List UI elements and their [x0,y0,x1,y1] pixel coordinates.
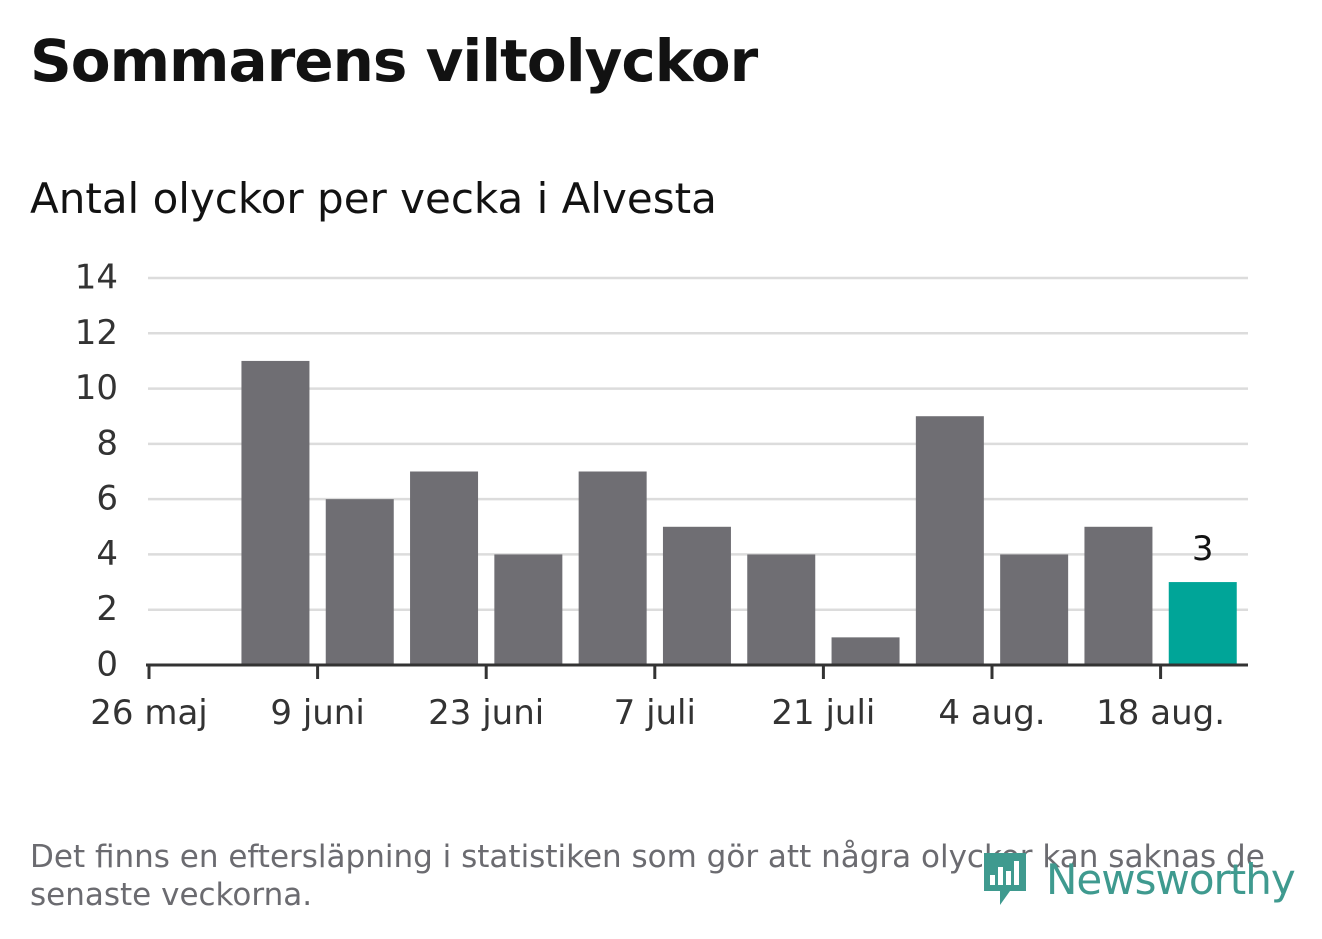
y-tick-label: 10 [75,368,118,408]
bar [1168,582,1237,665]
bar [747,554,816,665]
bar [241,360,310,665]
newsworthy-logo-icon [984,853,1026,905]
x-tick-label: 21 juli [771,693,875,733]
bar [578,471,647,665]
newsworthy-logo-text: Newsworthy [1046,854,1296,904]
bar [662,526,731,665]
y-tick-label: 14 [75,258,118,298]
bar [1000,554,1069,665]
y-tick-label: 6 [96,479,118,519]
x-tick-label: 7 juli [614,693,696,733]
bar [325,499,394,665]
y-tick-label: 8 [96,423,118,463]
y-tick-label: 2 [96,589,118,629]
x-tick-label: 4 aug. [938,693,1045,733]
y-tick-label: 0 [96,645,118,685]
x-tick-label: 9 juni [270,693,364,733]
x-tick-label: 23 juni [428,693,544,733]
x-tick-label: 26 maj [90,693,207,733]
chart-title: Sommarens viltolyckor [30,27,758,95]
bar [915,416,984,665]
bar [831,637,900,665]
bar [494,554,563,665]
data-label: 3 [1192,529,1214,569]
y-tick-label: 4 [96,534,118,574]
bar [1084,526,1153,665]
newsworthy-logo: Newsworthy [980,848,1296,910]
x-tick-label: 18 aug. [1096,693,1225,733]
y-tick-label: 12 [75,313,118,353]
footnote: Det finns en eftersläpning i statistiken… [30,839,1265,913]
bar [410,471,479,665]
bar-chart: 0 2 4 6 8 10 12 14 3 26 maj 9 juni 23 juni 7 juli 21 … [75,258,1248,733]
chart-subtitle: Antal olyckor per vecka i Alvesta [30,174,717,223]
